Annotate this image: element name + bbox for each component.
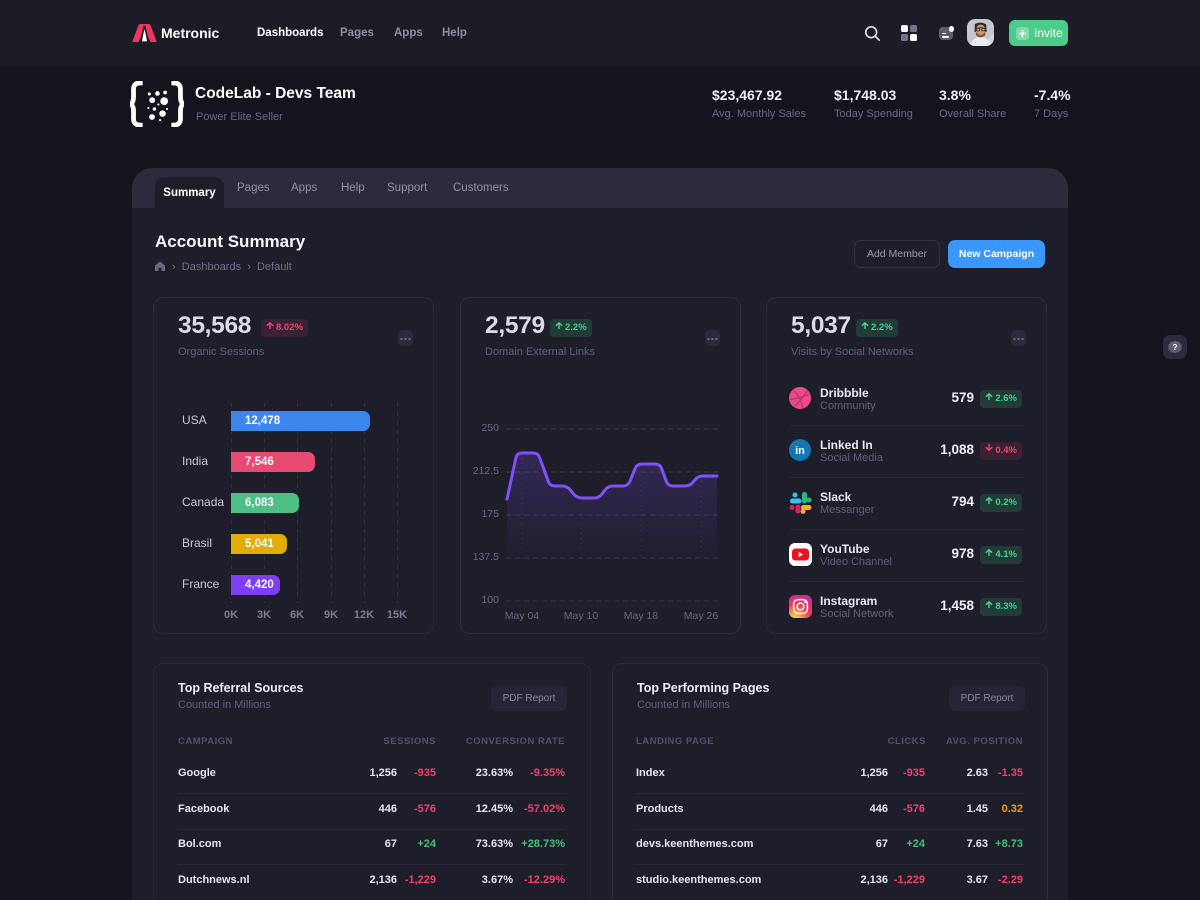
svg-text:in: in bbox=[795, 445, 805, 457]
svg-text:?: ? bbox=[1172, 342, 1177, 352]
